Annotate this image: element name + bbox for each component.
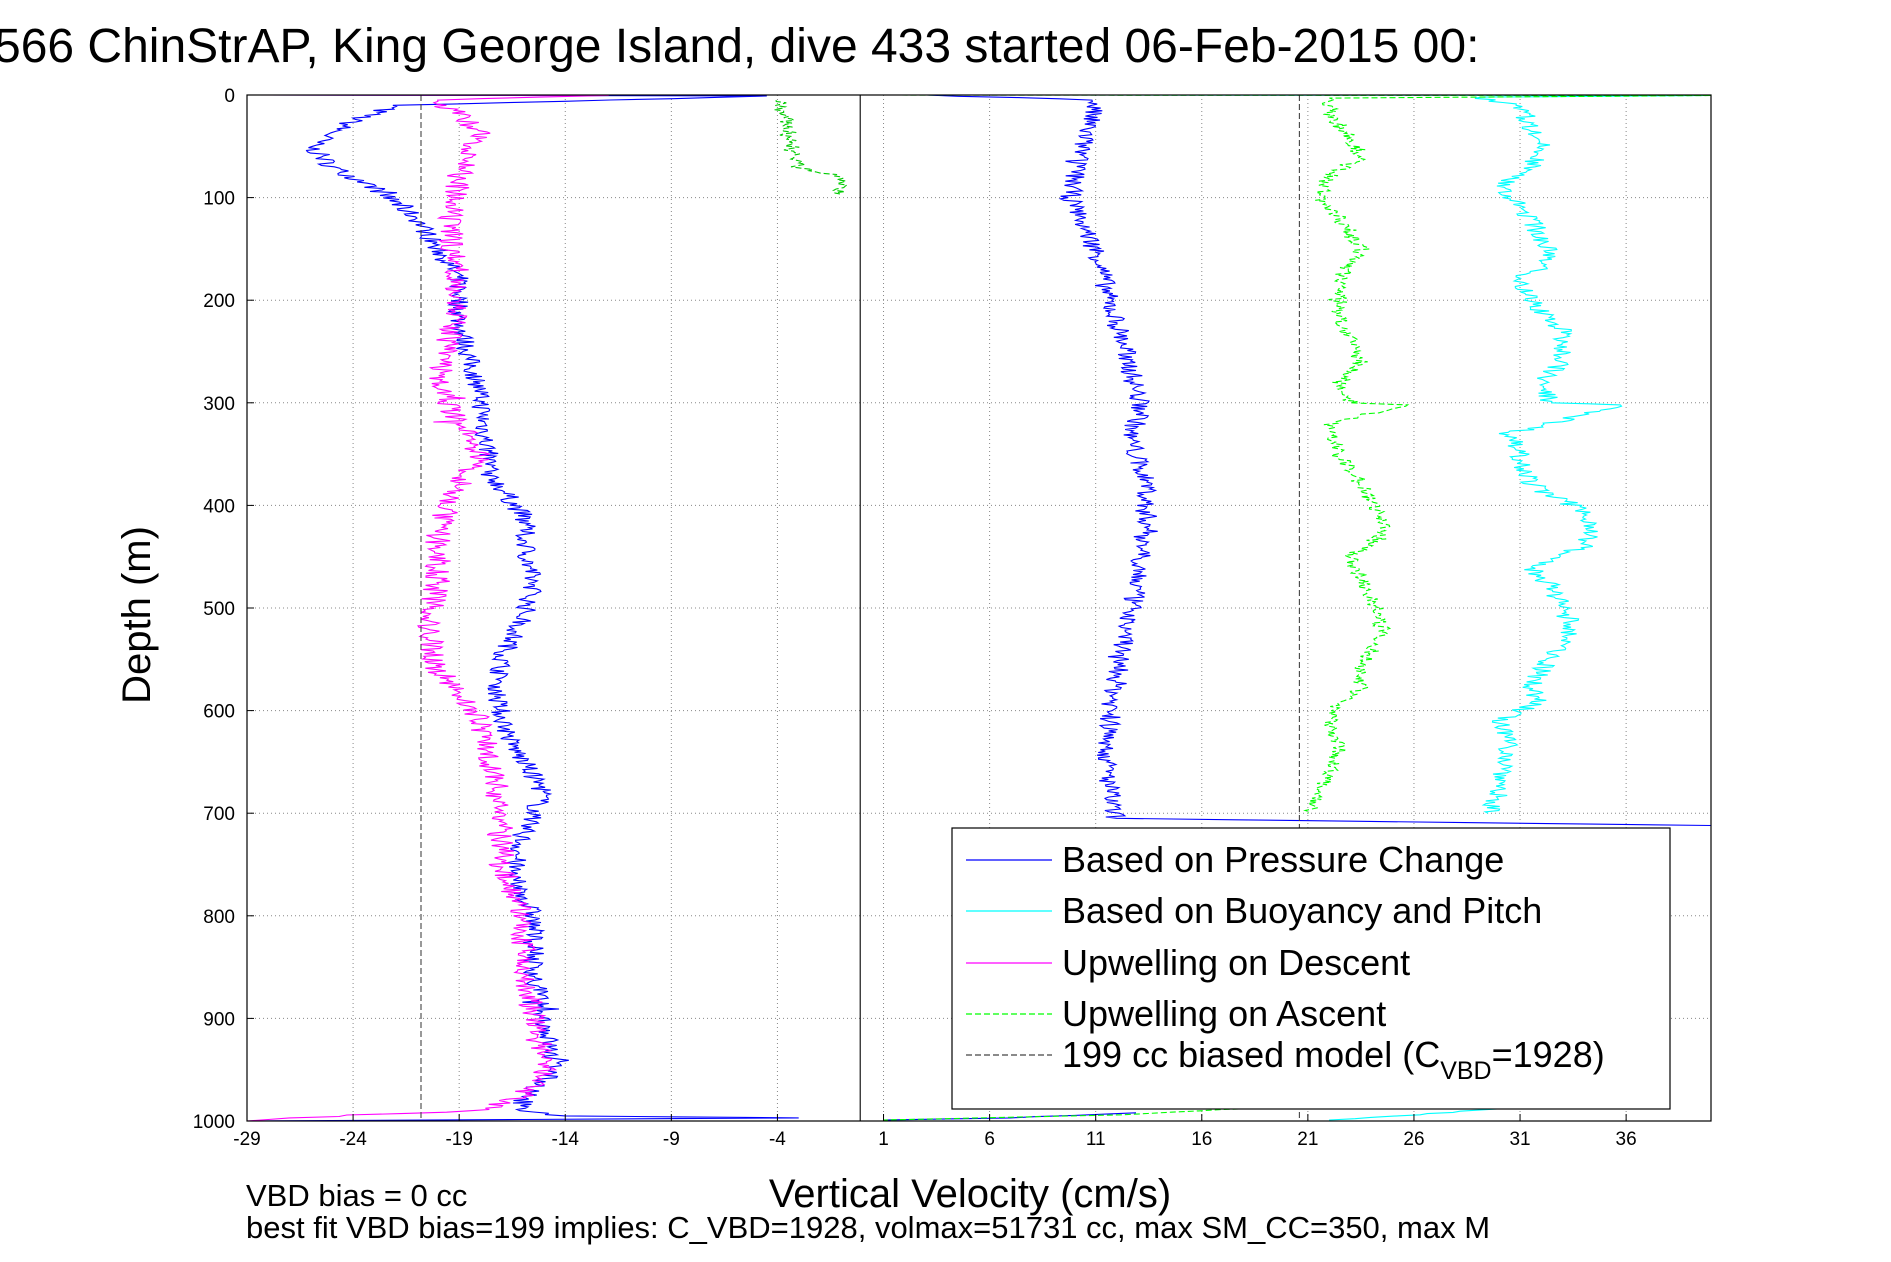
legend-label: Based on Buoyancy and Pitch — [1062, 890, 1542, 931]
x-tick-label: 6 — [984, 1129, 995, 1150]
x-ticks: -29 -24 -19 -14 -9 -4 1 6 11 16 21 26 31 36 — [233, 1114, 1637, 1150]
x-tick-label: 21 — [1297, 1129, 1318, 1150]
x-tick-label: -19 — [445, 1129, 472, 1150]
legend: Based on Pressure Change Based on Buoyanc… — [951, 827, 1671, 1110]
y-tick-label: 400 — [203, 496, 235, 517]
x-tick-label: -4 — [769, 1129, 786, 1150]
series-line-0 — [246, 94, 799, 1122]
series-line-3 — [1074, 94, 1712, 814]
footer-line-2: best fit VBD bias=199 implies: C_VBD=192… — [246, 1210, 1490, 1245]
y-tick-label: 300 — [203, 394, 235, 415]
x-tick-label: -9 — [663, 1129, 680, 1150]
y-tick-label: 100 — [203, 189, 235, 210]
x-tick-label: 26 — [1403, 1129, 1424, 1150]
series-line-5 — [246, 94, 609, 1122]
x-tick-label: -24 — [339, 1129, 367, 1150]
y-tick-label: 1000 — [193, 1112, 235, 1133]
y-tick-label: 200 — [203, 291, 235, 312]
x-tick-label: 16 — [1191, 1129, 1212, 1150]
legend-label: Upwelling on Descent — [1062, 942, 1410, 983]
legend-label-tail: =1928) — [1492, 1034, 1605, 1075]
series-line-4 — [1329, 1108, 1502, 1121]
y-tick-label: 0 — [224, 86, 235, 107]
series-line-1 — [926, 94, 1712, 827]
x-axis-label: Vertical Velocity (cm/s) — [769, 1172, 1171, 1216]
series-line-7 — [883, 94, 1712, 814]
y-ticks: 0 100 200 300 400 500 600 700 800 900 1000 — [193, 86, 254, 1133]
x-tick-label: 36 — [1616, 1129, 1637, 1150]
y-tick-label: 500 — [203, 599, 235, 620]
chart-title: 566 ChinStrAP, King George Island, dive … — [0, 20, 1479, 73]
x-tick-label: -29 — [233, 1129, 260, 1150]
x-tick-label: 11 — [1086, 1129, 1106, 1150]
legend-box — [951, 827, 1671, 1110]
x-tick-label: 31 — [1509, 1129, 1530, 1150]
legend-label: Upwelling on Ascent — [1062, 993, 1386, 1034]
series-line-6 — [774, 99, 849, 196]
x-tick-label: 1 — [878, 1129, 889, 1150]
y-axis-label: Depth (m) — [115, 526, 159, 704]
legend-label: Based on Pressure Change — [1062, 839, 1504, 880]
y-tick-label: 600 — [203, 702, 235, 723]
x-tick-label: -14 — [552, 1129, 580, 1150]
footer-line-1: VBD bias = 0 cc — [246, 1178, 467, 1213]
y-tick-label: 900 — [203, 1009, 235, 1030]
y-tick-label: 700 — [203, 804, 235, 825]
y-tick-label: 800 — [203, 907, 235, 928]
legend-label-subscript: VBD — [1440, 1057, 1491, 1085]
